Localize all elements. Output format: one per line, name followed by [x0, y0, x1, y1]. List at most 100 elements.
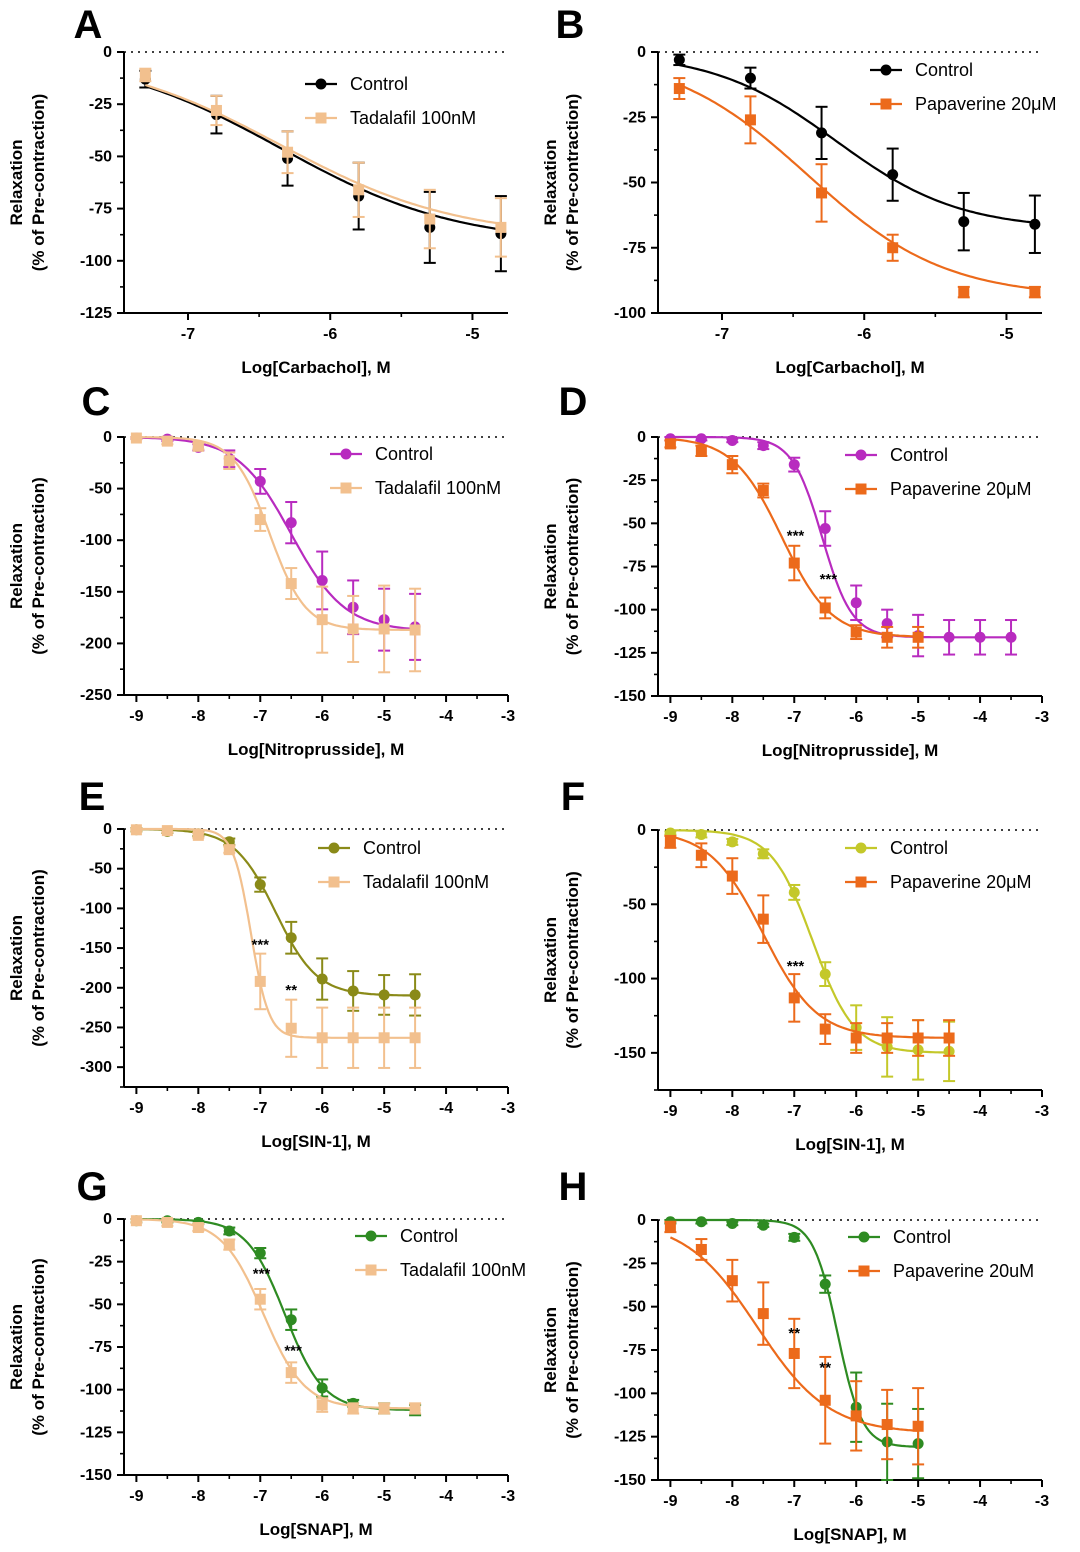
- data-point: [695, 828, 707, 840]
- data-point: [958, 216, 970, 228]
- legend-label: Papaverine 20μM: [890, 872, 1031, 892]
- data-point: [316, 1032, 328, 1044]
- legend-label: Control: [893, 1227, 951, 1247]
- data-point: [788, 992, 800, 1004]
- y-tick-label: -25: [89, 1254, 112, 1271]
- legend-label: Control: [400, 1226, 458, 1246]
- data-point: [130, 1215, 142, 1227]
- y-tick-label: 0: [103, 821, 112, 838]
- x-tick-label: -6: [857, 326, 871, 343]
- data-point: [161, 825, 173, 837]
- x-tick-label: -9: [663, 709, 677, 726]
- data-point: [757, 913, 769, 925]
- data-point: [819, 1394, 831, 1406]
- data-point: [378, 989, 390, 1001]
- data-point: [254, 879, 266, 891]
- y-tick-label: -150: [80, 940, 112, 957]
- data-point: [409, 624, 421, 636]
- legend-marker: [340, 448, 352, 460]
- x-tick-label: -6: [315, 708, 329, 725]
- data-point: [819, 1278, 831, 1290]
- data-point: [744, 72, 756, 84]
- legend-marker: [880, 64, 892, 76]
- y-axis-subtitle: (% of Pre-contraction): [563, 1261, 582, 1439]
- data-point: [409, 1402, 421, 1414]
- panel-letter: C: [82, 380, 111, 424]
- x-tick-label: -6: [849, 1103, 863, 1120]
- data-point: [788, 886, 800, 898]
- x-tick-label: -5: [465, 326, 479, 343]
- x-tick-label: -6: [315, 1488, 329, 1505]
- data-point: [130, 824, 142, 836]
- y-tick-label: -50: [623, 175, 646, 192]
- y-tick-label: -75: [623, 1342, 646, 1359]
- data-point: [673, 83, 685, 95]
- y-tick-label: -200: [80, 635, 112, 652]
- x-axis-title: Log[Carbachol], M: [775, 358, 924, 377]
- legend-label: Papaverine 20uM: [893, 1261, 1034, 1281]
- panel-letter: G: [76, 1165, 107, 1209]
- x-tick-label: -3: [1035, 709, 1049, 726]
- y-tick-label: -100: [614, 305, 646, 322]
- y-tick-label: 0: [637, 44, 646, 61]
- y-tick-label: -100: [80, 532, 112, 549]
- y-axis-subtitle: (% of Pre-contraction): [563, 478, 582, 656]
- y-tick-label: -100: [614, 971, 646, 988]
- data-point: [254, 514, 266, 526]
- panel-letter: A: [74, 3, 103, 47]
- data-point: [285, 932, 297, 944]
- data-point: [192, 829, 204, 841]
- fit-curve: [670, 435, 1011, 639]
- data-point: [958, 286, 970, 298]
- y-tick-label: -125: [80, 1424, 112, 1441]
- data-point: [254, 975, 266, 987]
- y-tick-label: -75: [89, 201, 112, 218]
- legend-marker: [365, 1230, 377, 1242]
- data-point: [695, 433, 707, 445]
- x-tick-label: -6: [849, 1493, 863, 1510]
- y-tick-label: 0: [103, 1211, 112, 1228]
- data-point: [819, 1023, 831, 1035]
- x-tick-label: -4: [973, 1493, 987, 1510]
- y-tick-label: -75: [623, 559, 646, 576]
- x-tick-label: -5: [911, 1103, 925, 1120]
- data-point: [887, 169, 899, 181]
- data-point: [726, 836, 738, 848]
- data-point: [316, 973, 328, 985]
- x-tick-label: -7: [181, 326, 195, 343]
- significance-label: ***: [253, 1266, 271, 1283]
- data-point: [495, 221, 507, 233]
- data-point: [223, 1225, 235, 1237]
- data-point: [757, 485, 769, 497]
- data-point: [673, 54, 685, 66]
- data-point: [757, 440, 769, 452]
- x-tick-label: -3: [501, 1100, 515, 1117]
- panel-A: A0 -25 -50 -75 -100 -125 -7 -6 -5 Log[Carbachol],…: [7, 3, 508, 377]
- fit-curve: [144, 83, 502, 225]
- data-point: [223, 455, 235, 467]
- data-point: [850, 626, 862, 638]
- y-tick-label: -100: [80, 1382, 112, 1399]
- data-point: [409, 1032, 421, 1044]
- fit-curve: [679, 64, 1036, 224]
- y-tick-label: -50: [623, 1299, 646, 1316]
- x-tick-label: -5: [377, 708, 391, 725]
- series-control: [130, 432, 422, 661]
- x-tick-label: -8: [725, 1103, 739, 1120]
- x-tick-label: -8: [725, 1493, 739, 1510]
- y-tick-label: -50: [623, 515, 646, 532]
- y-tick-label: 0: [103, 44, 112, 61]
- y-axis-subtitle: (% of Pre-contraction): [29, 477, 48, 655]
- x-tick-label: -8: [191, 1100, 205, 1117]
- y-tick-label: -25: [89, 96, 112, 113]
- panel-letter: F: [561, 775, 585, 819]
- y-tick-label: -150: [80, 1467, 112, 1484]
- data-point: [285, 517, 297, 529]
- data-point: [316, 574, 328, 586]
- x-tick-label: -7: [787, 1103, 801, 1120]
- y-tick-label: -200: [80, 980, 112, 997]
- x-tick-label: -5: [999, 326, 1013, 343]
- data-point: [223, 844, 235, 856]
- data-point: [664, 1221, 676, 1233]
